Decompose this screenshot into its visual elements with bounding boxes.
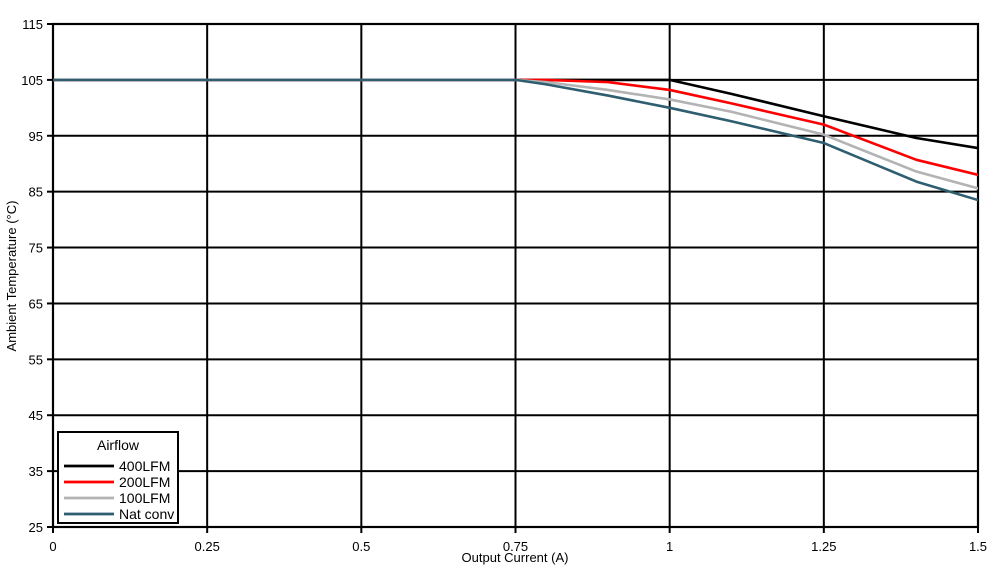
y-tick-label: 25 xyxy=(29,520,43,535)
y-tick-label: 55 xyxy=(29,352,43,367)
legend-box xyxy=(57,431,179,524)
y-axis-title: Ambient Temperature (°C) xyxy=(4,201,19,352)
y-tick-label: 105 xyxy=(21,73,43,88)
y-tick-label: 65 xyxy=(29,296,43,311)
y-tick-label: 95 xyxy=(29,129,43,144)
legend-title: Airflow xyxy=(97,437,140,453)
x-axis-ticks: 0 0.25 0.5 0.75 1 1.25 1.5 xyxy=(49,527,987,554)
y-tick-label: 115 xyxy=(22,17,43,32)
y-axis-ticks: 25 35 45 55 65 75 85 95 105 115 xyxy=(21,17,53,535)
legend-label-100lfm: 100LFM xyxy=(119,490,170,506)
x-tick-label: 1.5 xyxy=(969,539,987,554)
y-tick-label: 85 xyxy=(29,185,43,200)
series-line-nat-conv xyxy=(53,78,978,202)
x-tick-label: 0.25 xyxy=(195,539,220,554)
x-tick-label: 0 xyxy=(49,539,56,554)
legend-label-400lfm: 400LFM xyxy=(119,458,170,474)
y-tick-label: 75 xyxy=(29,241,43,256)
legend-label-200lfm: 200LFM xyxy=(119,474,170,490)
x-tick-label: 0.5 xyxy=(352,539,370,554)
x-tick-label: 1 xyxy=(666,539,673,554)
x-tick-label: 1.25 xyxy=(811,539,836,554)
x-tick-label: 0.75 xyxy=(503,539,528,554)
data-series-group xyxy=(53,78,978,202)
x-axis-title: Output Current (A) xyxy=(462,550,569,565)
y-tick-label: 35 xyxy=(29,464,43,479)
legend-label-nat-conv: Nat conv xyxy=(119,506,174,522)
y-tick-label: 45 xyxy=(29,408,43,423)
